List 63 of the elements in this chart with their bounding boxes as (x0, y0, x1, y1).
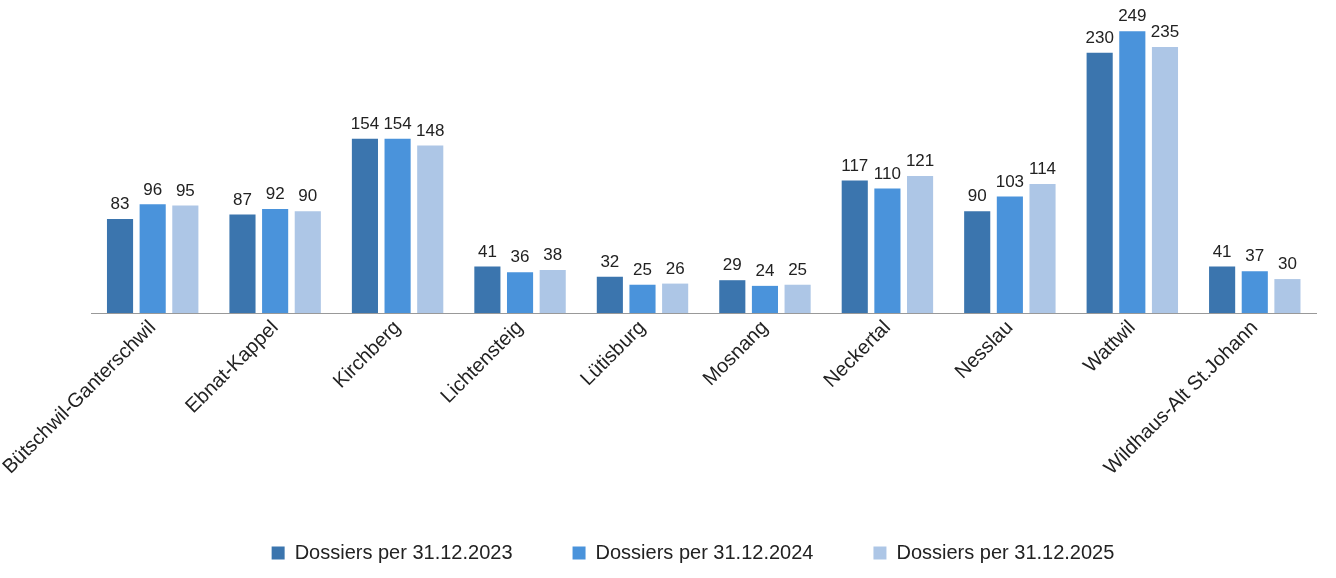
bar (351, 138, 378, 314)
data-label: 25 (788, 259, 808, 279)
bar (417, 145, 444, 314)
bar (229, 214, 256, 314)
data-label: 92 (265, 184, 285, 204)
data-label: 230 (1085, 27, 1114, 47)
bar (629, 284, 656, 314)
bar (539, 270, 566, 314)
bar (1151, 46, 1179, 314)
data-label: 25 (633, 259, 652, 279)
data-label: 24 (755, 261, 775, 281)
bar (874, 188, 901, 314)
bar (1086, 52, 1113, 314)
bar (996, 196, 1023, 314)
data-label: 95 (175, 180, 195, 200)
data-label: 90 (298, 186, 318, 206)
data-label: 117 (841, 155, 869, 175)
data-label: 30 (1277, 254, 1297, 274)
data-label: 103 (995, 171, 1025, 191)
data-label: 96 (143, 179, 163, 199)
data-label: 32 (600, 251, 620, 271)
bar (474, 266, 501, 314)
data-label: 110 (873, 163, 901, 183)
data-label: 148 (416, 120, 445, 140)
bar (964, 211, 991, 314)
data-label: 38 (543, 245, 563, 265)
bar (596, 276, 623, 314)
data-label: 26 (665, 258, 685, 278)
bar (262, 208, 289, 314)
legend-label: Dossiers per 31.12.2024 (595, 540, 814, 563)
legend-label: Dossiers per 31.12.2023 (294, 540, 513, 563)
data-label: 41 (1212, 241, 1232, 261)
bar (662, 283, 689, 314)
data-label: 37 (1245, 246, 1265, 266)
data-label: 90 (967, 186, 987, 206)
bar (784, 284, 811, 314)
bar (1119, 31, 1146, 314)
bar (172, 205, 199, 314)
bar (1274, 279, 1301, 314)
data-label: 154 (350, 113, 380, 133)
bar (907, 176, 934, 314)
bar (841, 180, 868, 314)
data-label: 83 (110, 194, 130, 214)
data-label: 87 (233, 189, 252, 209)
data-label: 249 (1118, 6, 1147, 26)
bar (1241, 271, 1268, 314)
data-label: 114 (1028, 159, 1057, 179)
data-label: 41 (477, 241, 497, 261)
legend-label: Dossiers per 31.12.2025 (896, 540, 1115, 563)
data-label: 36 (510, 247, 530, 267)
bar (1209, 266, 1236, 314)
bar (719, 280, 746, 314)
data-label: 235 (1150, 22, 1180, 42)
bar (106, 219, 134, 314)
data-label: 121 (905, 151, 935, 171)
bar (294, 211, 321, 314)
data-label: 154 (383, 113, 412, 133)
bar (139, 204, 166, 314)
bar (751, 285, 779, 314)
bar (384, 138, 411, 314)
bar (1029, 183, 1056, 314)
bar (506, 272, 534, 314)
data-label: 29 (722, 255, 742, 275)
